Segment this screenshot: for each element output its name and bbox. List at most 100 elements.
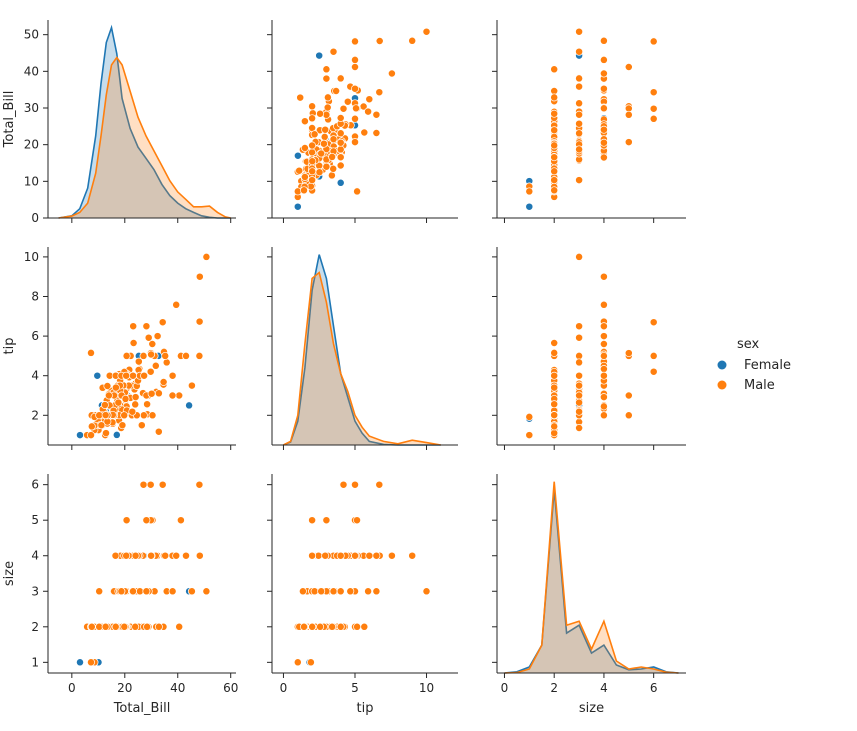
point-male [300, 186, 308, 195]
point-male [550, 400, 559, 409]
point-male [187, 587, 196, 596]
point-male [195, 317, 204, 326]
kde-line-male [504, 481, 679, 674]
point-male [104, 391, 113, 400]
point-male [308, 114, 317, 123]
point-male [117, 587, 126, 596]
point-male [352, 104, 360, 113]
point-male [336, 551, 345, 560]
point-male [346, 587, 355, 596]
point-male [322, 162, 331, 171]
point-male [172, 300, 181, 309]
point-male [575, 391, 584, 400]
point-male [329, 47, 338, 56]
point-male [103, 382, 112, 390]
x-tick-label: 0 [68, 681, 76, 695]
point-male [550, 429, 559, 438]
point-male [336, 114, 345, 122]
point-male [308, 167, 317, 176]
point-male [202, 587, 211, 596]
point-male [353, 622, 362, 631]
point-male [306, 658, 315, 667]
point-male [121, 394, 130, 403]
point-male [599, 69, 608, 78]
point-female [336, 178, 345, 187]
point-male [195, 272, 204, 281]
point-male [300, 622, 308, 631]
point-male [308, 516, 317, 525]
x-tick-label: 2 [550, 681, 558, 695]
kde-line-female [58, 24, 231, 219]
kde-fill-female [58, 27, 231, 218]
point-male [111, 551, 120, 560]
point-male [599, 365, 608, 373]
point-male [599, 351, 608, 360]
x-tick-label: 40 [170, 681, 185, 695]
y-tick-label: 6 [31, 329, 39, 343]
point-male [336, 153, 345, 162]
point-female [76, 658, 84, 667]
point-male [550, 109, 559, 118]
point-male [122, 371, 131, 380]
point-male [87, 622, 96, 631]
point-male [329, 135, 338, 144]
point-male [195, 351, 204, 360]
point-male [575, 74, 584, 83]
point-male [575, 322, 584, 331]
point-male [168, 587, 177, 596]
point-male [364, 107, 373, 116]
point-male [372, 551, 381, 560]
point-male [142, 322, 151, 331]
point-male [599, 402, 608, 411]
point-male [351, 551, 359, 560]
y-tick-label: 10 [24, 250, 39, 264]
point-male [142, 587, 151, 596]
point-male [599, 138, 608, 147]
point-male [327, 171, 336, 180]
cell-size-vs-tip: 0 5 10 tip [267, 474, 458, 716]
point-male [649, 114, 658, 123]
point-male [137, 421, 146, 430]
point-male [102, 429, 110, 438]
point-male [148, 340, 157, 348]
point-male [316, 109, 325, 118]
y-tick-label: 3 [31, 584, 39, 598]
y-tick-label: 5 [31, 513, 39, 527]
point-male [323, 103, 332, 112]
point-male [308, 551, 317, 560]
point-male [550, 126, 559, 135]
point-male [550, 348, 559, 357]
point-male [101, 411, 110, 420]
kde-fill-male [283, 272, 441, 445]
point-male [147, 389, 156, 398]
point-male [550, 422, 559, 431]
point-male [360, 128, 369, 137]
point-male [599, 393, 608, 402]
y-tick-label: 10 [24, 174, 39, 188]
point-male [158, 480, 167, 489]
point-male [550, 93, 559, 102]
point-male [122, 351, 131, 360]
point-male [599, 125, 608, 134]
point-male [176, 516, 185, 525]
point-male [111, 383, 120, 392]
point-male [575, 252, 584, 261]
point-male [375, 480, 384, 489]
point-male [182, 551, 190, 560]
point-male [300, 117, 309, 126]
point-male [129, 339, 138, 347]
x-tick-label: 60 [223, 681, 238, 695]
point-male [172, 551, 181, 560]
point-male [87, 422, 96, 431]
point-male [300, 144, 309, 152]
point-male [599, 104, 608, 113]
point-male [317, 149, 326, 158]
point-male [372, 587, 381, 596]
point-male [202, 252, 211, 261]
point-male [649, 318, 658, 327]
point-male [353, 187, 362, 196]
x-axis-label-size: size [579, 701, 604, 716]
point-female [76, 431, 84, 440]
point-male [195, 480, 204, 489]
